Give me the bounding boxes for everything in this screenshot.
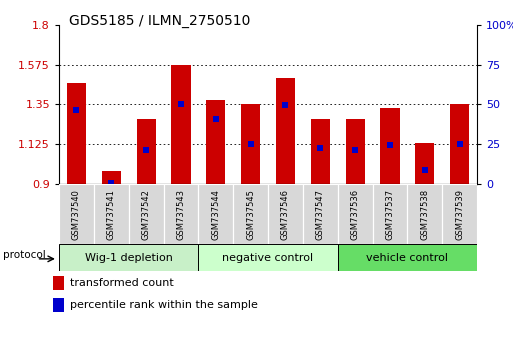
Text: transformed count: transformed count xyxy=(70,278,174,288)
Text: GSM737539: GSM737539 xyxy=(455,189,464,240)
Text: GSM737540: GSM737540 xyxy=(72,189,81,240)
Text: GSM737536: GSM737536 xyxy=(351,189,360,240)
Text: GSM737537: GSM737537 xyxy=(385,189,394,240)
Bar xyxy=(171,64,190,184)
Bar xyxy=(338,244,477,271)
Bar xyxy=(311,119,330,184)
Text: vehicle control: vehicle control xyxy=(366,252,448,263)
Bar xyxy=(381,108,400,184)
Bar xyxy=(450,104,469,184)
Bar xyxy=(59,184,94,244)
Bar xyxy=(346,119,365,184)
Bar xyxy=(407,184,442,244)
Text: protocol: protocol xyxy=(3,250,46,260)
Text: GSM737547: GSM737547 xyxy=(316,189,325,240)
Bar xyxy=(102,171,121,184)
Bar xyxy=(94,184,129,244)
Bar xyxy=(268,184,303,244)
Bar xyxy=(59,244,199,271)
Bar xyxy=(276,78,295,184)
Text: GSM737546: GSM737546 xyxy=(281,189,290,240)
Bar xyxy=(206,100,225,184)
Bar xyxy=(129,184,164,244)
Text: GSM737541: GSM737541 xyxy=(107,189,116,240)
Text: GDS5185 / ILMN_2750510: GDS5185 / ILMN_2750510 xyxy=(69,14,251,28)
Bar xyxy=(338,184,372,244)
Bar xyxy=(136,119,155,184)
Bar xyxy=(199,184,233,244)
Text: GSM737545: GSM737545 xyxy=(246,189,255,240)
Bar xyxy=(303,184,338,244)
Bar xyxy=(442,184,477,244)
Text: GSM737543: GSM737543 xyxy=(176,189,185,240)
Text: percentile rank within the sample: percentile rank within the sample xyxy=(70,300,258,310)
Bar xyxy=(164,184,199,244)
Bar xyxy=(67,83,86,184)
Bar xyxy=(53,276,64,290)
Text: negative control: negative control xyxy=(223,252,313,263)
Text: Wig-1 depletion: Wig-1 depletion xyxy=(85,252,172,263)
Text: GSM737542: GSM737542 xyxy=(142,189,151,240)
Text: GSM737538: GSM737538 xyxy=(420,189,429,240)
Bar xyxy=(241,104,260,184)
Bar xyxy=(415,143,435,184)
Bar xyxy=(233,184,268,244)
Text: GSM737544: GSM737544 xyxy=(211,189,220,240)
Bar xyxy=(372,184,407,244)
Bar xyxy=(199,244,338,271)
Bar xyxy=(53,298,64,312)
